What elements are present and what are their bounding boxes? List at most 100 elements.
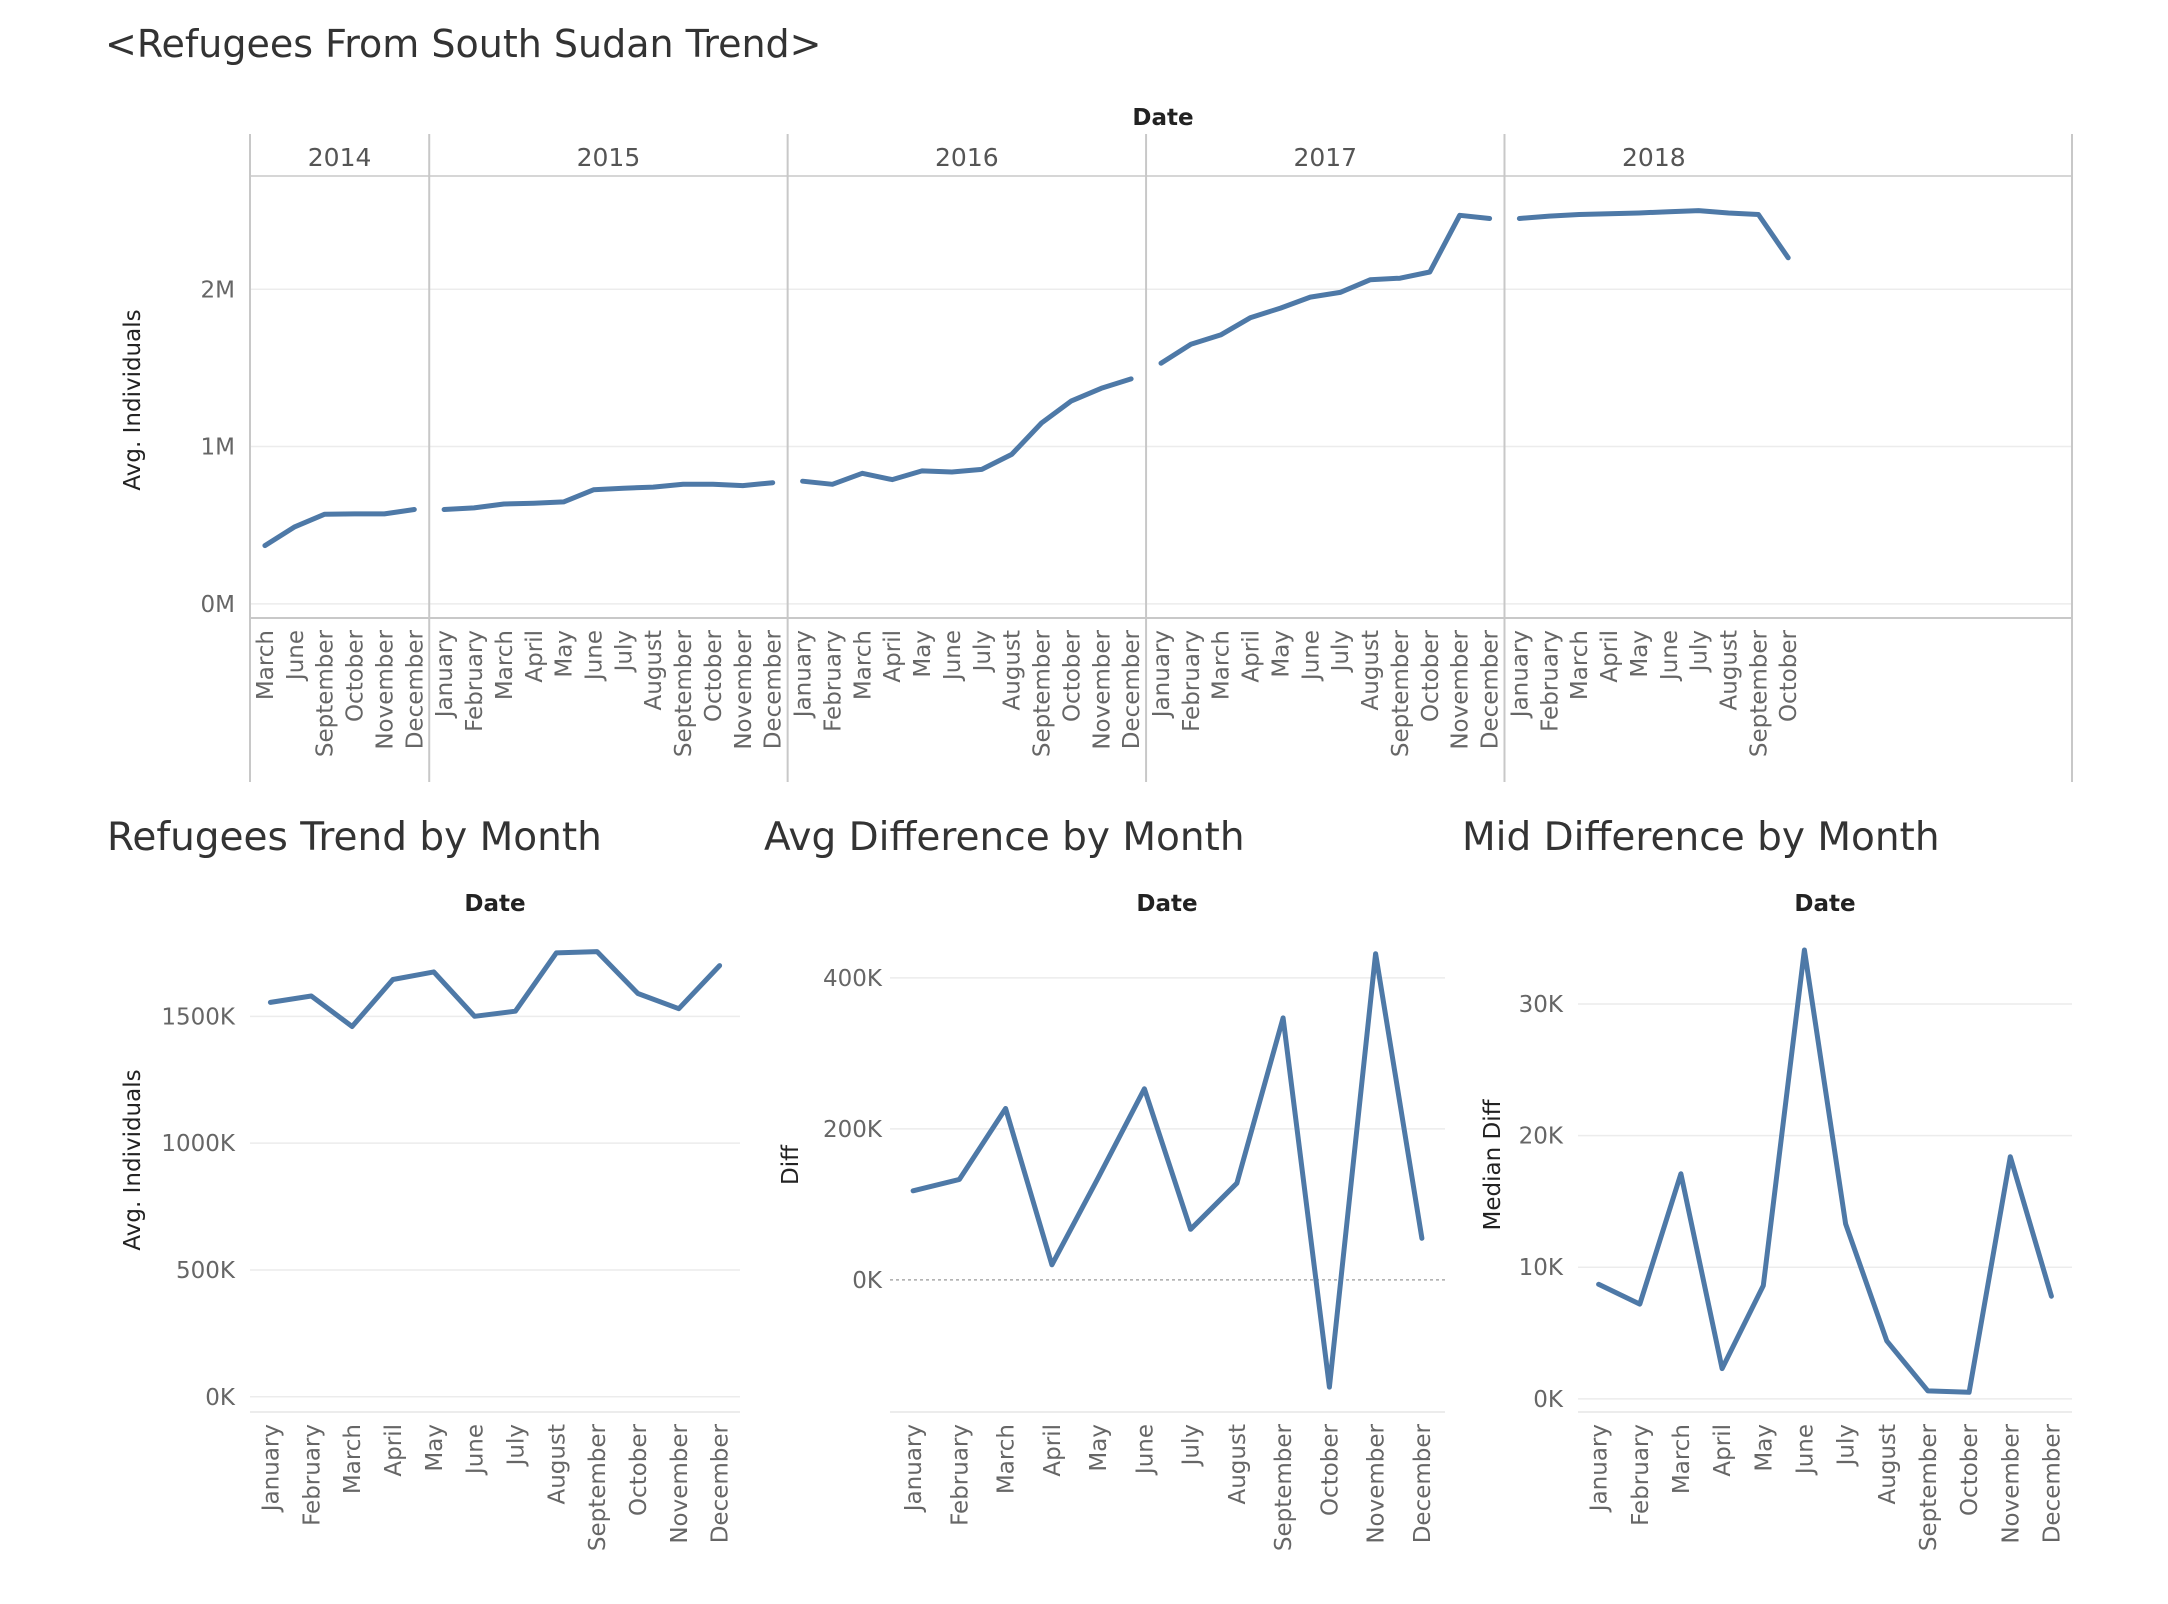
x-tick-2016-october: October: [1059, 629, 1085, 722]
x-tick-2016-december: December: [1119, 629, 1145, 749]
x-tick-2018-february: February: [1537, 630, 1563, 732]
x-tick-january: January: [1587, 1424, 1613, 1513]
avg-difference-chart: Date Diff 0K 200K 400K January February March Ap…: [778, 891, 1445, 1551]
y-tick-label: 10K: [1519, 1255, 1564, 1281]
year-label-2017: 2017: [1293, 143, 1357, 172]
x-tick-2014-november: November: [372, 629, 398, 749]
x-tick-january: January: [901, 1424, 927, 1513]
x-tick-2015-august: August: [641, 630, 667, 711]
x-tick-2015-june: June: [582, 630, 608, 682]
series-line-2018: [1516, 208, 1791, 261]
x-tick-2015-february: February: [462, 630, 488, 732]
x-tick-2017-june: June: [1298, 630, 1324, 682]
x-tick-2017-april: April: [1239, 630, 1265, 683]
x-tick-2017-october: October: [1418, 629, 1444, 722]
x-tick-may: May: [1751, 1424, 1777, 1472]
x-tick-2017-may: May: [1269, 630, 1295, 678]
year-label-2015: 2015: [577, 143, 641, 172]
x-tick-july: July: [1179, 1424, 1205, 1467]
chart-title-trend-by-month: Refugees Trend by Month: [107, 815, 602, 860]
y-tick-label: 0M: [201, 592, 235, 618]
x-tick-may: May: [422, 1424, 448, 1472]
x-tick-2016-august: August: [1000, 630, 1026, 711]
y-tick-label: 400K: [823, 966, 883, 992]
x-tick-2016-february: February: [820, 630, 846, 732]
x-tick-2015-december: December: [761, 629, 787, 749]
x-tick-june: June: [1132, 1424, 1158, 1476]
dashboard-title: <Refugees From South Sudan Trend>: [105, 22, 822, 66]
x-tick-2017-august: August: [1358, 630, 1384, 711]
x-tick-march: March: [994, 1424, 1020, 1494]
chart-header: Date: [1136, 891, 1197, 917]
x-tick-march: March: [1669, 1424, 1695, 1494]
series-line-2017: [1158, 212, 1493, 366]
x-tick-2017-march: March: [1209, 630, 1235, 700]
y-tick-label: 1M: [201, 435, 235, 461]
x-tick-2014-september: September: [313, 629, 339, 757]
series-line: [267, 949, 723, 1029]
x-tick-2014-december: December: [402, 629, 428, 749]
y-tick-label: 200K: [823, 1117, 883, 1143]
y-tick-label: 0K: [852, 1268, 883, 1294]
x-tick-2015-april: April: [522, 630, 548, 683]
x-tick-december: December: [2039, 1423, 2065, 1543]
y-tick-label: 0K: [1533, 1387, 1564, 1413]
x-tick-2016-may: May: [910, 630, 936, 678]
x-tick-november: November: [667, 1423, 693, 1543]
x-tick-february: February: [299, 1424, 325, 1526]
y-tick-label: 0K: [205, 1385, 236, 1411]
x-tick-2018-july: July: [1687, 630, 1713, 673]
year-label-2014: 2014: [308, 143, 372, 172]
y-tick-label: 30K: [1519, 992, 1564, 1018]
x-tick-february: February: [947, 1424, 973, 1526]
x-tick-2015-january: January: [432, 630, 458, 719]
x-tick-2018-april: April: [1597, 630, 1623, 683]
x-tick-october: October: [626, 1423, 652, 1516]
x-tick-december: December: [1410, 1423, 1436, 1543]
mid-difference-chart: Date Median Diff 0K 10K 20K 30K January Februar…: [1480, 891, 2072, 1551]
x-tick-2016-july: July: [970, 630, 996, 673]
x-tick-2018-january: January: [1507, 630, 1533, 719]
series-line: [910, 951, 1425, 1390]
x-tick-2015-march: March: [492, 630, 518, 700]
x-tick-july: July: [503, 1424, 529, 1467]
x-tick-august: August: [1225, 1424, 1251, 1505]
x-tick-2018-october: October: [1776, 629, 1802, 722]
y-tick-label: 20K: [1519, 1124, 1564, 1150]
x-tick-2014-march: March: [253, 630, 279, 700]
x-tick-2018-september: September: [1746, 629, 1772, 757]
x-tick-2018-march: March: [1567, 630, 1593, 700]
x-tick-2015-november: November: [731, 629, 757, 749]
x-tick-2018-august: August: [1717, 630, 1743, 711]
y-tick-label: 2M: [201, 277, 235, 303]
series-line-2016: [800, 376, 1134, 487]
x-tick-april: April: [1040, 1424, 1066, 1477]
x-tick-june: June: [463, 1424, 489, 1476]
chart-header: Date: [1132, 105, 1193, 131]
x-tick-october: October: [1317, 1423, 1343, 1516]
x-tick-april: April: [1710, 1424, 1736, 1477]
year-label-2016: 2016: [935, 143, 999, 172]
x-tick-2017-july: July: [1328, 630, 1354, 673]
x-tick-2016-january: January: [791, 630, 817, 719]
x-tick-september: September: [585, 1423, 611, 1551]
y-tick-label: 500K: [176, 1258, 236, 1284]
x-tick-february: February: [1628, 1424, 1654, 1526]
x-tick-2015-september: September: [671, 629, 697, 757]
y-axis-label: Avg. Individuals: [120, 1069, 146, 1250]
x-tick-2016-november: November: [1089, 629, 1115, 749]
x-tick-2014-june: June: [283, 630, 309, 682]
x-tick-april: April: [381, 1424, 407, 1477]
x-tick-2018-june: June: [1657, 630, 1683, 682]
chart-title-mid-difference: Mid Difference by Month: [1462, 815, 1940, 860]
series-line: [1596, 947, 2054, 1395]
x-tick-2017-december: December: [1478, 629, 1504, 749]
y-axis-label: Diff: [778, 1144, 804, 1185]
x-tick-december: December: [708, 1423, 734, 1543]
x-tick-august: August: [1875, 1424, 1901, 1505]
x-tick-2017-january: January: [1149, 630, 1175, 719]
x-tick-october: October: [1957, 1423, 1983, 1516]
x-tick-2016-april: April: [880, 630, 906, 683]
x-tick-january: January: [258, 1424, 284, 1513]
